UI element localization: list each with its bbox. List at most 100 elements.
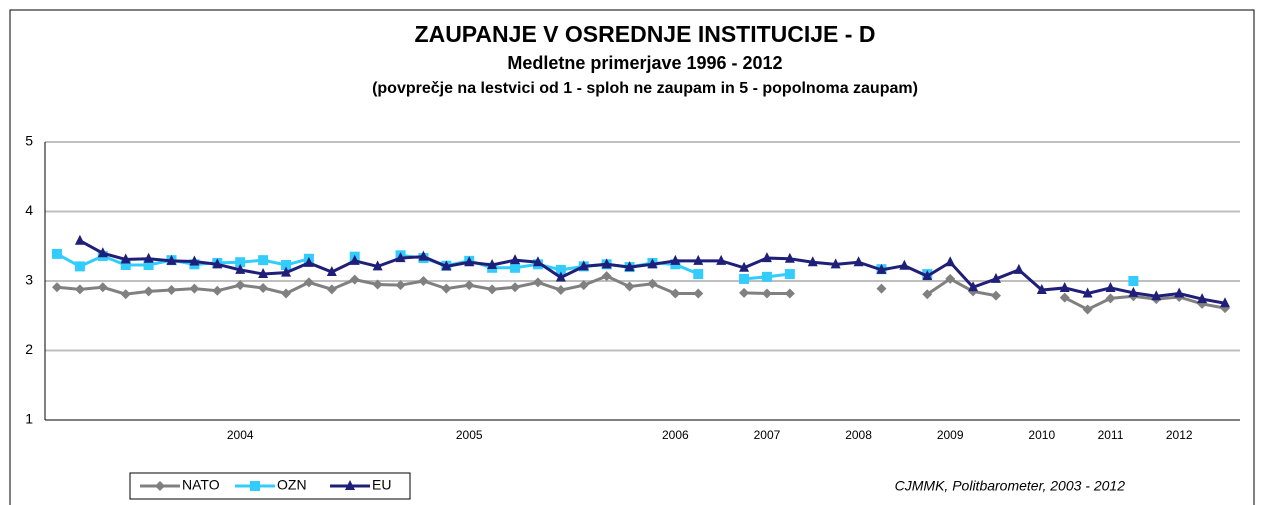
marker <box>281 260 292 271</box>
marker <box>212 258 223 269</box>
x-tick-label: 2008 <box>845 428 872 442</box>
marker <box>716 254 727 265</box>
marker <box>155 481 165 491</box>
marker <box>693 288 704 299</box>
marker <box>1082 304 1093 315</box>
series-line <box>79 239 1226 305</box>
marker <box>739 261 750 272</box>
y-tick-label: 1 <box>25 411 33 427</box>
marker <box>1036 284 1047 295</box>
x-tick-label: 2005 <box>456 428 483 442</box>
marker <box>510 282 521 293</box>
marker <box>761 271 772 282</box>
marker <box>1105 293 1116 304</box>
marker <box>693 254 704 265</box>
x-tick-label: 2004 <box>227 428 254 442</box>
marker <box>1105 281 1116 292</box>
marker <box>303 277 314 288</box>
marker <box>418 250 429 261</box>
marker <box>1174 287 1185 298</box>
marker <box>487 259 498 270</box>
marker <box>281 266 292 277</box>
marker <box>74 284 85 295</box>
marker <box>1128 276 1139 286</box>
marker <box>876 283 887 294</box>
marker <box>853 256 864 267</box>
marker <box>532 256 543 267</box>
marker <box>97 247 108 258</box>
marker <box>441 260 452 271</box>
y-tick-label: 3 <box>25 272 33 288</box>
marker <box>1013 263 1024 274</box>
marker <box>258 268 269 279</box>
chart-subtitle: Medletne primerjave 1996 - 2012 <box>507 53 782 73</box>
marker <box>510 262 521 273</box>
marker <box>1128 286 1139 297</box>
legend-label: NATO <box>182 477 220 493</box>
chart-border <box>9 9 1255 505</box>
x-tick-label: 2011 <box>1098 428 1124 442</box>
marker <box>899 259 910 270</box>
marker <box>418 276 429 286</box>
marker <box>52 282 62 293</box>
marker <box>945 256 956 267</box>
marker <box>349 254 360 265</box>
marker <box>739 273 750 284</box>
marker <box>1082 287 1093 298</box>
marker <box>189 255 200 266</box>
source: CJMMK, Politbarometer, 2003 - 2012 <box>895 478 1126 494</box>
marker <box>807 256 818 267</box>
marker <box>670 288 681 299</box>
marker <box>990 290 1001 301</box>
x-tick-label: 2012 <box>1166 428 1193 442</box>
marker <box>647 258 658 269</box>
marker <box>532 277 543 288</box>
marker <box>601 271 612 282</box>
marker <box>143 286 154 297</box>
x-tick-label: 2006 <box>662 428 689 442</box>
marker <box>235 257 246 268</box>
marker <box>97 282 108 293</box>
marker <box>922 270 933 281</box>
marker <box>235 263 246 274</box>
marker <box>441 283 452 294</box>
marker <box>372 279 383 290</box>
y-tick-label: 2 <box>25 341 33 357</box>
marker <box>303 256 314 267</box>
marker <box>739 287 750 298</box>
legend-label: OZN <box>277 477 307 493</box>
marker <box>670 254 681 265</box>
marker <box>555 264 566 275</box>
marker <box>120 253 131 264</box>
marker <box>189 283 200 294</box>
marker <box>1059 281 1070 292</box>
marker <box>349 274 360 285</box>
marker <box>464 256 475 267</box>
x-tick-label: 2007 <box>754 428 781 442</box>
marker <box>876 263 887 274</box>
marker <box>143 260 154 271</box>
marker <box>326 284 337 295</box>
marker <box>326 265 337 276</box>
marker <box>578 260 589 271</box>
marker <box>784 252 795 263</box>
marker <box>258 282 269 293</box>
marker <box>647 278 658 289</box>
marker <box>922 289 933 300</box>
marker <box>395 252 406 263</box>
x-tick-label: 2009 <box>937 428 964 442</box>
marker <box>250 481 260 491</box>
marker <box>166 254 177 265</box>
marker <box>945 273 956 284</box>
marker <box>120 289 131 300</box>
marker <box>830 258 841 269</box>
marker <box>968 281 979 292</box>
y-tick-label: 5 <box>25 133 33 149</box>
marker <box>784 288 795 299</box>
marker <box>624 281 635 292</box>
marker <box>143 252 154 263</box>
marker <box>372 260 383 271</box>
legend-label: EU <box>372 477 391 493</box>
marker <box>510 254 521 265</box>
